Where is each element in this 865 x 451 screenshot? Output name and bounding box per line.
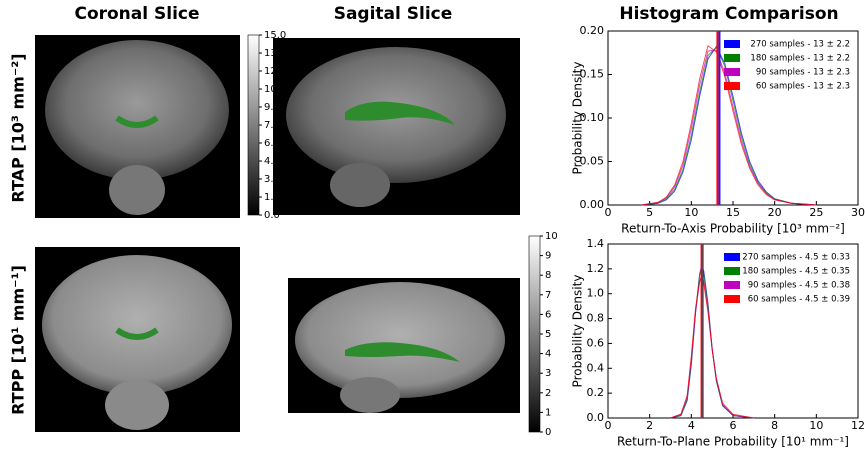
legend-swatch: [724, 54, 740, 62]
legend-label: 270 samples - 13 ± 2.2: [750, 40, 850, 50]
colorbar-tick-label: 8: [545, 270, 551, 281]
colorbar-tick-label: 6.0: [264, 138, 280, 149]
legend-label: 90 samples - 4.5 ± 0.38: [748, 281, 850, 291]
y-tick-label: 0.00: [580, 198, 605, 211]
sagittal-image: [288, 278, 520, 413]
x-tick-label: 2: [646, 419, 653, 432]
colorbar: [528, 235, 541, 433]
legend-swatch: [724, 68, 740, 76]
y-tick-label: 0.2: [587, 386, 605, 399]
legend-label: 270 samples - 4.5 ± 0.33: [742, 253, 850, 263]
x-axis-label: Return-To-Axis Probability [10³ mm⁻²]: [621, 222, 845, 236]
coronal-image: [35, 247, 240, 432]
colorbar-tick-label: 6: [545, 309, 551, 320]
y-tick-label: 0.20: [580, 24, 605, 37]
y-tick-label: 1.4: [587, 237, 605, 250]
legend-swatch: [724, 267, 740, 275]
density-line: [641, 49, 817, 206]
x-tick-label: 8: [771, 419, 778, 432]
colorbar-tick-label: 3: [545, 368, 551, 379]
density-line: [670, 276, 754, 419]
x-tick-label: 20: [768, 206, 782, 219]
x-tick-label: 12: [851, 419, 865, 432]
density-line: [641, 46, 817, 206]
y-tick-label: 1.0: [587, 287, 605, 300]
colorbar-tick-label: 10.5: [264, 84, 286, 95]
colorbar-tick-label: 5: [545, 329, 551, 340]
legend-label: 60 samples - 4.5 ± 0.39: [748, 295, 850, 305]
colorbar-tick-label: 12.0: [264, 66, 286, 77]
row-label: RTAP [10³ mm⁻²]: [9, 53, 28, 202]
density-line: [670, 263, 754, 419]
colorbar-tick-label: 2: [545, 388, 551, 399]
colorbar-tick-label: 0: [545, 427, 551, 438]
colorbar-tick-label: 7: [545, 290, 551, 301]
column-title: Coronal Slice: [74, 4, 199, 24]
x-tick-label: 10: [684, 206, 698, 219]
y-tick-label: 0.05: [580, 155, 605, 168]
legend-swatch: [724, 253, 740, 261]
sagittal-image: [273, 38, 520, 215]
legend-swatch: [724, 281, 740, 289]
y-tick-label: 1.2: [587, 262, 605, 275]
y-tick-label: 0.0: [587, 411, 605, 424]
legend-swatch: [724, 295, 740, 303]
colorbar-tick-label: 10: [545, 231, 558, 242]
x-tick-label: 30: [851, 206, 865, 219]
colorbar-tick-label: 15.0: [264, 30, 286, 41]
legend-label: 60 samples - 13 ± 2.3: [756, 82, 850, 92]
legend-swatch: [724, 40, 740, 48]
x-tick-label: 10: [809, 419, 823, 432]
y-axis-label: Probability Density: [571, 275, 585, 388]
column-title: Sagital Slice: [334, 4, 453, 24]
colorbar-tick-label: 9.0: [264, 102, 280, 113]
y-tick-label: 0.4: [587, 361, 605, 374]
density-line: [641, 45, 817, 206]
x-axis-label: Return-To-Plane Probability [10¹ mm⁻¹]: [617, 435, 849, 449]
x-tick-label: 25: [809, 206, 823, 219]
y-axis-label: Probability Density: [571, 62, 585, 175]
x-tick-label: 5: [646, 206, 653, 219]
density-line: [641, 44, 817, 206]
legend-label: 180 samples - 4.5 ± 0.35: [742, 267, 850, 277]
colorbar: [247, 34, 260, 216]
y-tick-label: 0.10: [580, 111, 605, 124]
colorbar-tick-label: 0.0: [264, 210, 280, 221]
colorbar-tick-label: 13.5: [264, 48, 286, 59]
colorbar-tick-label: 4: [545, 349, 551, 360]
legend-swatch: [724, 82, 740, 90]
row-label: RTPP [10¹ mm⁻¹]: [9, 265, 28, 415]
x-tick-label: 0: [605, 419, 612, 432]
colorbar-tick-label: 7.5: [264, 120, 280, 131]
colorbar-tick-label: 4.5: [264, 156, 280, 167]
y-tick-label: 0.15: [580, 68, 605, 81]
x-tick-label: 6: [730, 419, 737, 432]
x-tick-label: 0: [605, 206, 612, 219]
legend-label: 180 samples - 13 ± 2.2: [750, 54, 850, 64]
x-tick-label: 4: [688, 419, 695, 432]
legend-label: 90 samples - 13 ± 2.3: [756, 68, 850, 78]
colorbar-tick-label: 1.5: [264, 192, 280, 203]
x-tick-label: 15: [726, 206, 740, 219]
colorbar-tick-label: 1: [545, 407, 551, 418]
colorbar-tick-label: 9: [545, 251, 551, 262]
coronal-image: [35, 35, 240, 218]
y-tick-label: 0.6: [587, 336, 605, 349]
y-tick-label: 0.8: [587, 312, 605, 325]
column-title: Histogram Comparison: [619, 4, 838, 24]
colorbar-tick-label: 3.0: [264, 174, 280, 185]
